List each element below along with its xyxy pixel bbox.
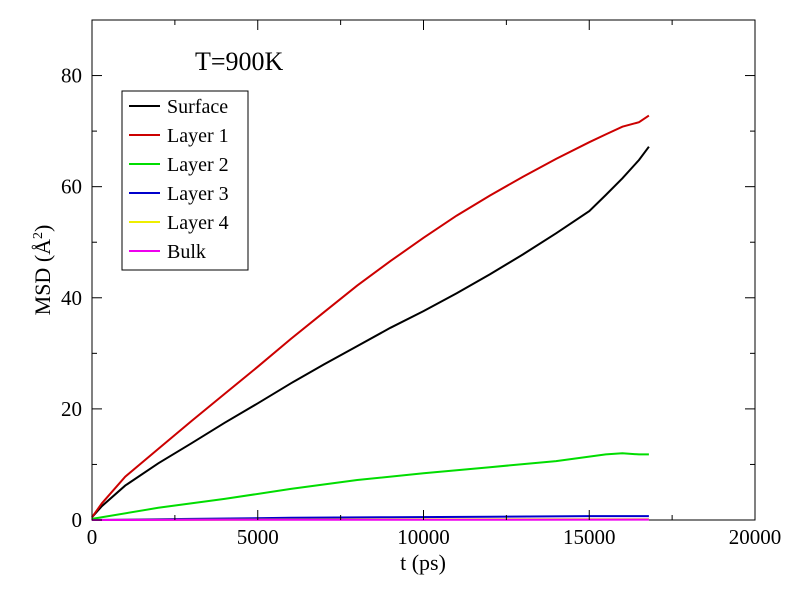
y-axis-label-unit: Å	[30, 239, 55, 255]
series-line-layer-1	[91, 114, 650, 518]
legend-box	[121, 90, 249, 271]
y-tick-label: 40	[61, 286, 82, 310]
axis-group: 0 5000 10000 15000 20000 0 20 40 60 80	[61, 20, 781, 549]
legend-label-layer-1: Layer 1	[167, 125, 229, 147]
y-axis-label-close: )	[30, 225, 55, 232]
legend-label-surface: Surface	[167, 96, 228, 118]
x-tick-label: 5000	[237, 525, 279, 549]
x-tick-label: 0	[87, 525, 98, 549]
chart-title: T=900K	[195, 47, 284, 76]
legend-label-bulk: Bulk	[167, 241, 206, 263]
x-axis-label: t (ps)	[400, 550, 446, 575]
series-line-layer-2	[91, 452, 649, 520]
x-tick-label: 20000	[729, 525, 782, 549]
legend: Surface Layer 1 Layer 2 Layer 3 Layer 4 Bulk	[121, 90, 249, 271]
y-axis-label-power: 2	[31, 232, 46, 239]
y-axis-label: MSD (Å2)	[30, 225, 55, 316]
y-tick-label: 0	[72, 508, 83, 532]
legend-label-layer-3: Layer 3	[167, 183, 229, 205]
legend-label-layer-2: Layer 2	[167, 154, 229, 176]
y-tick-label: 20	[61, 397, 82, 421]
y-tick-label: 60	[61, 175, 82, 199]
y-axis-label-main: MSD (	[30, 255, 55, 316]
x-tick-label: 15000	[563, 525, 616, 549]
y-tick-label: 80	[61, 64, 82, 88]
series-line-surface	[91, 146, 650, 518]
legend-label-layer-4: Layer 4	[167, 212, 229, 234]
x-tick-label: 10000	[397, 525, 450, 549]
